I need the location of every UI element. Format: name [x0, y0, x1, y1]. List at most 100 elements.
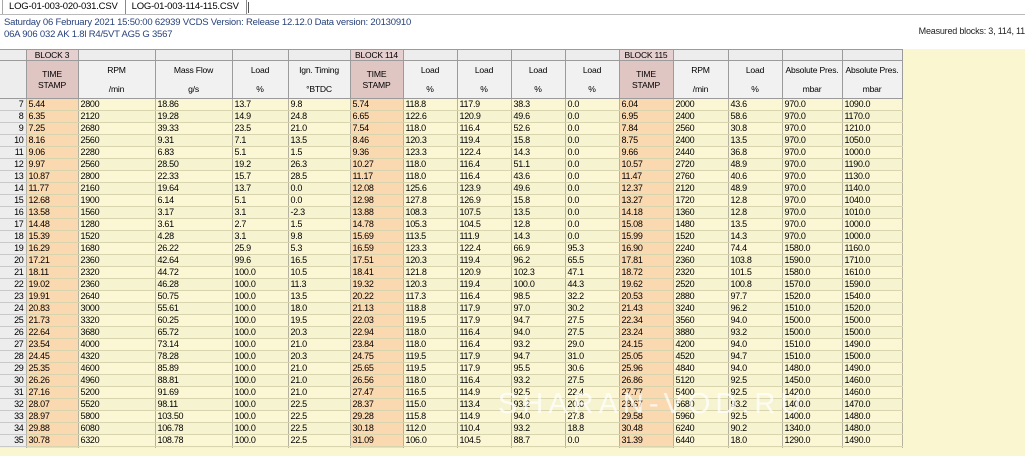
cell-ign[interactable]: 22.5 [287, 434, 351, 447]
table-row[interactable]: 7 5.44 2800 18.86 13.7 9.8 5.74 118.8 117.9 38.3 0… [0, 98, 903, 111]
cell-ign[interactable]: 24.8 [287, 110, 351, 123]
cell-l114c[interactable]: 94.0 [510, 326, 566, 339]
cell-mass[interactable]: 39.33 [154, 122, 233, 135]
cell-load1[interactable]: 100.0 [231, 398, 289, 411]
row-number-cell[interactable]: 13 [0, 170, 27, 183]
cell-ts1[interactable]: 29.88 [25, 422, 79, 435]
cell-load2[interactable]: 92.5 [727, 374, 783, 387]
cell-rpm2[interactable]: 2400 [672, 134, 729, 147]
cell-l114d[interactable]: 20.0 [564, 398, 620, 411]
cell-l114b[interactable]: 113.4 [456, 398, 512, 411]
cell-ign[interactable]: 22.5 [287, 410, 351, 423]
cell-ts3[interactable]: 8.75 [618, 134, 674, 147]
cell-ts2[interactable]: 22.03 [349, 314, 404, 327]
cell-ts2[interactable]: 10.27 [349, 158, 404, 171]
cell-ts1[interactable]: 12.68 [25, 194, 79, 207]
cell-rpm2[interactable]: 2000 [672, 98, 729, 111]
table-row[interactable]: 31 27.16 5200 91.69 100.0 21.0 27.47 116.5 114.9… [0, 386, 903, 399]
cell-load1[interactable]: 100.0 [231, 326, 289, 339]
cell-rpm1[interactable]: 2280 [77, 146, 156, 159]
cell-ap1[interactable]: 1510.0 [781, 302, 843, 315]
cell-rpm1[interactable]: 2120 [77, 110, 156, 123]
column-header-l114c[interactable]: Load% [510, 60, 566, 99]
table-row[interactable]: 19 16.29 1680 26.22 25.9 5.3 16.59 123.3 122.4 66… [0, 242, 903, 255]
cell-rpm1[interactable]: 2680 [77, 122, 156, 135]
cell-l114a[interactable]: 118.8 [402, 98, 458, 111]
cell-ap2[interactable]: 1040.0 [841, 194, 903, 207]
table-row[interactable]: 15 12.68 1900 6.14 5.1 0.0 12.98 127.8 126.9 15.8… [0, 194, 903, 207]
cell-mass[interactable]: 22.33 [154, 170, 233, 183]
cell-l114a[interactable]: 115.0 [402, 398, 458, 411]
cell-ap1[interactable]: 1500.0 [781, 326, 843, 339]
cell-ts1[interactable]: 19.02 [25, 278, 79, 291]
cell-l114b[interactable]: 111.9 [456, 230, 512, 243]
cell-l114b[interactable]: 117.9 [456, 350, 512, 363]
cell-l114d[interactable]: 0.0 [564, 218, 620, 231]
cell-ts2[interactable]: 6.65 [349, 110, 404, 123]
cell-l114d[interactable]: 47.1 [564, 266, 620, 279]
row-number-cell[interactable]: 32 [0, 398, 27, 411]
cell-ign[interactable]: 21.0 [287, 122, 351, 135]
cell-load2[interactable]: 97.7 [727, 290, 783, 303]
cell-l114d[interactable]: 27.5 [564, 374, 620, 387]
cell-mass[interactable]: 28.50 [154, 158, 233, 171]
cell-rpm2[interactable]: 3560 [672, 314, 729, 327]
cell-l114c[interactable]: 14.3 [510, 230, 566, 243]
row-number-cell[interactable]: 11 [0, 146, 27, 159]
cell-rpm1[interactable]: 2360 [77, 254, 156, 267]
cell-ts3[interactable]: 13.27 [618, 194, 674, 207]
cell-ts3[interactable]: 23.24 [618, 326, 674, 339]
cell-load1[interactable]: 15.7 [231, 170, 289, 183]
cell-ign[interactable]: 5.3 [287, 242, 351, 255]
table-row[interactable]: 9 7.25 2680 39.33 23.5 21.0 7.54 118.0 116.4 52.6… [0, 122, 903, 135]
cell-ts3[interactable]: 25.05 [618, 350, 674, 363]
cell-ts3[interactable]: 14.18 [618, 206, 674, 219]
cell-ts2[interactable]: 5.74 [349, 98, 404, 111]
cell-l114d[interactable]: 0.0 [564, 146, 620, 159]
column-header-ts1[interactable]: TIME STAMP [25, 60, 79, 99]
table-row[interactable]: 17 14.48 1280 3.61 2.7 1.5 14.78 105.3 104.5 12.8… [0, 218, 903, 231]
column-header-ign[interactable]: Ign. Timing °BTDC [287, 60, 351, 99]
row-number-cell[interactable]: 27 [0, 338, 27, 351]
column-header-load2[interactable]: Load% [727, 60, 783, 99]
cell-l114d[interactable]: 0.0 [564, 206, 620, 219]
cell-l114c[interactable]: 13.5 [510, 206, 566, 219]
cell-ts1[interactable]: 9.06 [25, 146, 79, 159]
cell-ap2[interactable]: 1460.0 [841, 374, 903, 387]
cell-ap1[interactable]: 970.0 [781, 122, 843, 135]
cell-ap1[interactable]: 1580.0 [781, 266, 843, 279]
cell-load2[interactable]: 43.6 [727, 98, 783, 111]
column-header-load1[interactable]: Load% [231, 60, 289, 99]
cell-ts2[interactable]: 27.47 [349, 386, 404, 399]
cell-ts1[interactable]: 11.77 [25, 182, 79, 195]
cell-load1[interactable]: 100.0 [231, 314, 289, 327]
cell-load1[interactable]: 100.0 [231, 278, 289, 291]
cell-load1[interactable]: 13.7 [231, 182, 289, 195]
cell-ts1[interactable]: 26.26 [25, 374, 79, 387]
table-row[interactable]: 28 24.45 4320 78.28 100.0 20.3 24.75 119.5 117.9… [0, 350, 903, 363]
cell-mass[interactable]: 9.31 [154, 134, 233, 147]
cell-mass[interactable]: 50.75 [154, 290, 233, 303]
cell-l114c[interactable]: 94.0 [510, 410, 566, 423]
cell-l114a[interactable]: 112.0 [402, 422, 458, 435]
cell-ts2[interactable]: 28.37 [349, 398, 404, 411]
cell-l114d[interactable]: 27.8 [564, 410, 620, 423]
cell-l114b[interactable]: 104.5 [456, 434, 512, 447]
cell-ap1[interactable]: 970.0 [781, 146, 843, 159]
cell-rpm2[interactable]: 1360 [672, 206, 729, 219]
cell-rpm1[interactable]: 3000 [77, 302, 156, 315]
row-number-cell[interactable]: 7 [0, 98, 27, 111]
row-number-cell[interactable]: 26 [0, 326, 27, 339]
table-row[interactable]: 13 10.87 2800 22.33 15.7 28.5 11.17 118.0 116.4 4… [0, 170, 903, 183]
cell-l114d[interactable]: 22.4 [564, 386, 620, 399]
cell-ts1[interactable]: 9.97 [25, 158, 79, 171]
cell-load2[interactable]: 12.8 [727, 206, 783, 219]
row-number-cell[interactable]: 23 [0, 290, 27, 303]
cell-rpm1[interactable]: 1680 [77, 242, 156, 255]
cell-rpm1[interactable]: 1900 [77, 194, 156, 207]
cell-l114b[interactable]: 116.4 [456, 374, 512, 387]
cell-l114b[interactable]: 123.9 [456, 182, 512, 195]
cell-load1[interactable]: 5.1 [231, 194, 289, 207]
cell-load2[interactable]: 12.8 [727, 194, 783, 207]
cell-ts2[interactable]: 29.28 [349, 410, 404, 423]
